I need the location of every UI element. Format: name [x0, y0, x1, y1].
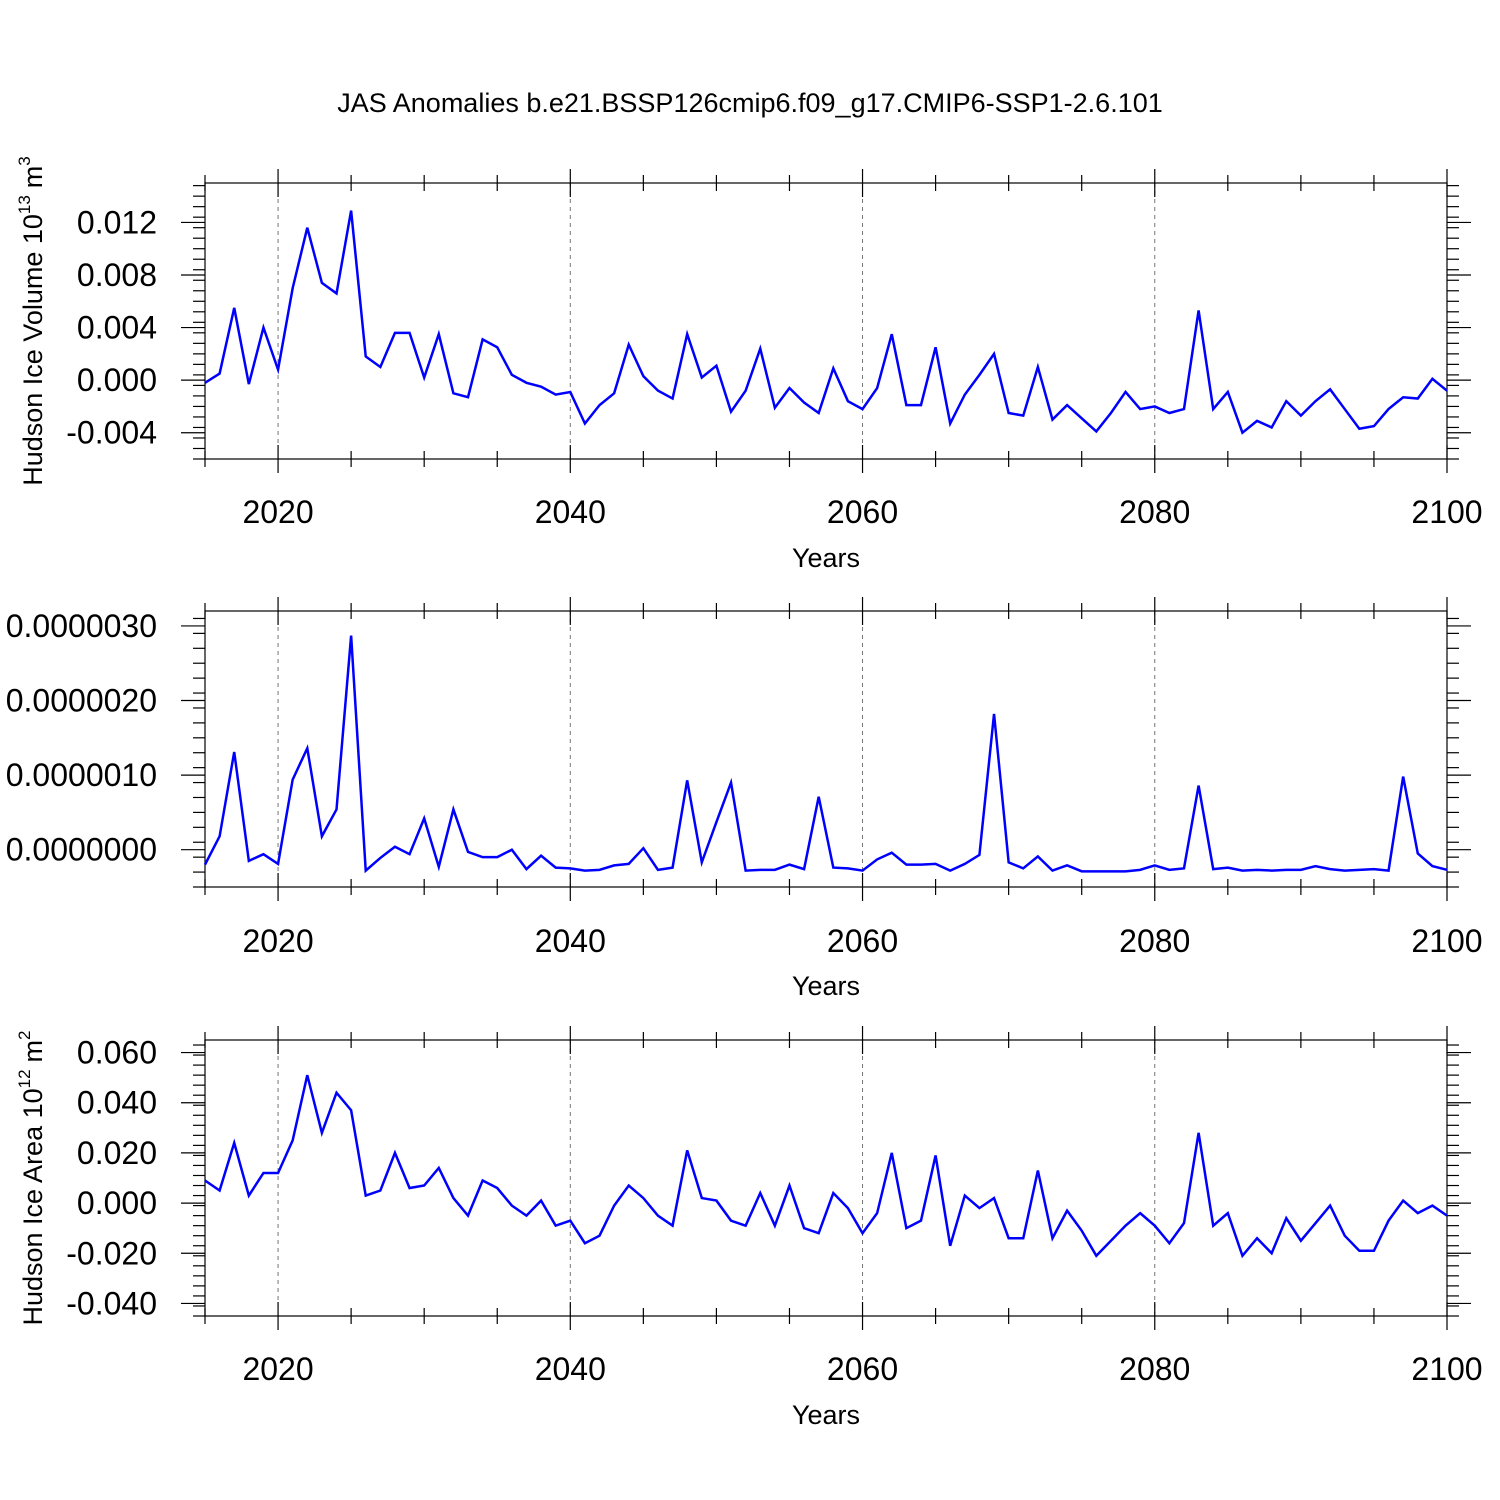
x-tick-label: 2040 [535, 1351, 606, 1387]
plot-frame [204, 182, 1448, 460]
y-tick-label: 0.000 [77, 1185, 157, 1221]
chart-panel-1: 2020 2040 2060 2080 2100 -0.004 0.000 0.004 0.00… [15, 156, 1483, 573]
y-tick-label: 0.004 [77, 310, 157, 346]
chart-panel-3: 2020 2040 2060 2080 2100 -0.040 -0.020 0.000 0.0… [15, 1026, 1483, 1430]
y-tick-label: 0.008 [77, 257, 157, 293]
y-axis-title-unit: m [18, 1040, 48, 1063]
chart-panels: 2020 2040 2060 2080 2100 -0.004 0.000 0.004 0.00… [6, 156, 1483, 1430]
y-axis-title: Hudson Ice Volume 1013 m3 [15, 156, 48, 486]
y-tick-label: 0.0000020 [6, 683, 157, 719]
x-tick-label: 2100 [1411, 494, 1482, 530]
y-axis-title-unit-exponent: 2 [15, 1030, 34, 1039]
x-axis-title: Years [792, 543, 860, 573]
y-tick-label: 0.0000000 [6, 832, 157, 868]
y-axis-title-unit-exponent: 3 [15, 156, 34, 165]
y-axis-title-exponent: 13 [15, 195, 34, 214]
y-tick-label: 0.0000030 [6, 608, 157, 644]
x-tick-label: 2060 [827, 923, 898, 959]
y-axis-title-exponent: 12 [15, 1069, 34, 1088]
y-axis-title: Hudson Ice Area 1012 m2 [15, 1030, 48, 1325]
x-tick-label: 2080 [1119, 1351, 1190, 1387]
plot-frame [204, 610, 1448, 888]
x-axis-title: Years [792, 1400, 860, 1430]
x-axis-title: Years [792, 971, 860, 1001]
series-line [204, 210, 1448, 435]
x-tick-label: 2040 [535, 494, 606, 530]
x-tick-label: 2040 [535, 923, 606, 959]
chart-title: JAS Anomalies b.e21.BSSP126cmip6.f09_g17… [337, 88, 1163, 118]
x-tick-label: 2080 [1119, 494, 1190, 530]
x-tick-label: 2020 [242, 1351, 313, 1387]
y-tick-label: 0.012 [77, 204, 157, 240]
y-tick-label: 0.0000010 [6, 757, 157, 793]
x-tick-label: 2060 [827, 494, 898, 530]
y-tick-label: -0.040 [66, 1285, 157, 1321]
series-line [203, 635, 1448, 874]
series-line [204, 1074, 1448, 1259]
y-axis-title-text: Hudson Ice Volume 10 [18, 214, 48, 486]
y-tick-label: 0.000 [77, 362, 157, 398]
y-tick-label: -0.004 [66, 415, 157, 451]
x-tick-label: 2100 [1411, 1351, 1482, 1387]
y-axis-title-unit: m [18, 166, 48, 189]
y-tick-label: -0.020 [66, 1235, 157, 1271]
x-tick-label: 2020 [242, 494, 313, 530]
y-tick-label: 0.020 [77, 1135, 157, 1171]
x-tick-label: 2060 [827, 1351, 898, 1387]
chart-panel-2: 2020 2040 2060 2080 2100 0.0000000 0.0000010 0.… [6, 597, 1483, 1001]
y-tick-label: 0.040 [77, 1085, 157, 1121]
x-tick-label: 2020 [242, 923, 313, 959]
y-tick-label: 0.060 [77, 1035, 157, 1071]
y-axis-title-text: Hudson Ice Area 10 [18, 1088, 48, 1325]
x-tick-label: 2080 [1119, 923, 1190, 959]
plot-frame [204, 1039, 1448, 1317]
x-tick-label: 2100 [1411, 923, 1482, 959]
